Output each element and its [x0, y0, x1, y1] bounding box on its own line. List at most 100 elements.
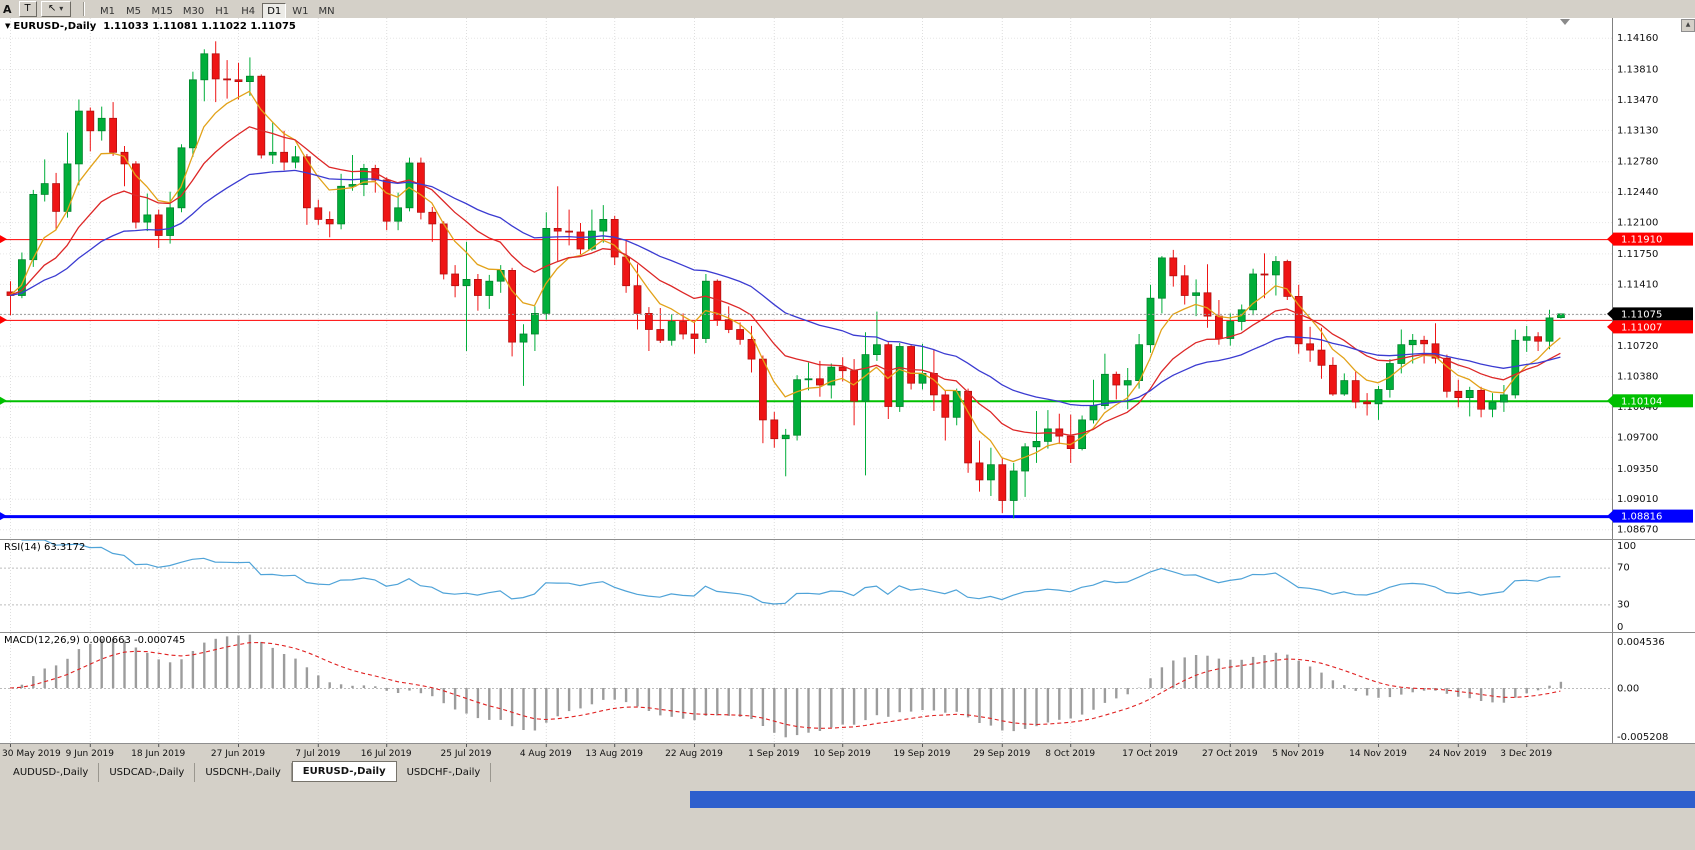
chevron-down-icon: ▾: [59, 4, 64, 13]
date-label: 10 Sep 2019: [814, 749, 871, 759]
candlestick-series: [6, 41, 1565, 519]
svg-text:1.12780: 1.12780: [1617, 157, 1658, 168]
symbol-tab-usdchf-daily[interactable]: USDCHF-,Daily: [397, 763, 492, 782]
ma-slow-line: [9, 169, 1561, 407]
time-axis-canvas[interactable]: 30 May 2019 9 Jun 2019 18 Jun 2019 27 Jun 2…: [0, 744, 1695, 760]
svg-text:1.11910: 1.11910: [1621, 235, 1662, 246]
panel-separator: [0, 743, 1695, 744]
svg-text:1.13130: 1.13130: [1617, 125, 1658, 136]
svg-text:0: 0: [1617, 622, 1623, 632]
toolbar-label-a: A: [3, 2, 12, 16]
text-tool-button[interactable]: T: [18, 1, 37, 17]
ma-fast-line: [9, 90, 1561, 463]
svg-text:1.13810: 1.13810: [1617, 65, 1658, 76]
svg-text:1.11410: 1.11410: [1617, 279, 1658, 290]
date-label: 22 Aug 2019: [665, 749, 723, 759]
svg-text:1.09010: 1.09010: [1617, 494, 1658, 505]
macd-title: MACD(12,26,9) 0.000663 -0.000745: [4, 635, 186, 646]
rsi-line: [21, 540, 1561, 605]
scale-scroll-up-button[interactable]: ▲: [1681, 19, 1695, 32]
svg-text:1.08816: 1.08816: [1621, 512, 1662, 523]
symbol-tab-usdcnh-daily[interactable]: USDCNH-,Daily: [195, 763, 292, 782]
chart-tab-bar: AUDUSD-,Daily USDCAD-,Daily USDCNH-,Daily E…: [0, 761, 1695, 782]
macd-canvas: 0.004536 0.00 -0.005208: [0, 633, 1695, 743]
svg-text:1.09700: 1.09700: [1617, 432, 1658, 443]
chart-symbol-label: EURUSD-,Daily: [13, 21, 97, 32]
cursor-icon: ↖: [47, 3, 57, 14]
date-label: 29 Sep 2019: [973, 749, 1030, 759]
svg-text:0.00: 0.00: [1617, 684, 1639, 695]
date-label: 17 Oct 2019: [1122, 749, 1178, 759]
svg-text:1.12440: 1.12440: [1617, 187, 1658, 198]
timeframe-button-w1[interactable]: W1: [288, 3, 312, 19]
date-label: 9 Jun 2019: [66, 749, 115, 759]
date-label: 24 Nov 2019: [1429, 749, 1487, 759]
timeframe-button-h1[interactable]: H1: [210, 3, 234, 19]
timeframe-toolbar: M1 M5 M15 M30 H1 H4 D1 W1 MN: [95, 0, 340, 20]
date-label: 7 Jul 2019: [295, 749, 340, 759]
ma-mid-line: [9, 126, 1561, 436]
svg-text:100: 100: [1617, 541, 1636, 552]
panel-separator[interactable]: [0, 632, 1695, 633]
date-label: 27 Jun 2019: [211, 749, 265, 759]
price-label-1.11910: [1613, 232, 1693, 246]
date-label: 8 Oct 2019: [1045, 749, 1095, 759]
svg-text:1.12100: 1.12100: [1617, 218, 1658, 229]
rsi-indicator-panel[interactable]: RSI(14) 63.3172 100 70 30 0: [0, 540, 1695, 632]
svg-text:1.10720: 1.10720: [1617, 341, 1658, 352]
chart-ohlc-values: 1.11033 1.11081 1.11022 1.11075: [103, 21, 296, 32]
svg-text:-0.005208: -0.005208: [1617, 732, 1668, 743]
svg-text:1.14160: 1.14160: [1617, 33, 1658, 44]
taskbar-strip: [690, 791, 1695, 808]
rsi-title: RSI(14) 63.3172: [4, 542, 86, 553]
timeframe-button-d1[interactable]: D1: [262, 3, 287, 20]
chart-window: ▼ EURUSD-,Daily 1.11033 1.11081 1.11022 1.…: [0, 18, 1695, 760]
symbol-tab-usdcad-daily[interactable]: USDCAD-,Daily: [99, 763, 196, 782]
collapse-triangle-icon[interactable]: ▼: [5, 22, 11, 30]
date-label: 18 Jun 2019: [131, 749, 185, 759]
svg-text:30: 30: [1617, 599, 1630, 610]
svg-text:1.13470: 1.13470: [1617, 95, 1658, 106]
date-label: 30 May 2019: [2, 749, 61, 759]
timeframe-button-m1[interactable]: M1: [96, 3, 120, 19]
svg-text:1.11750: 1.11750: [1617, 249, 1658, 260]
svg-text:1.08670: 1.08670: [1617, 525, 1658, 536]
date-label: 4 Aug 2019: [520, 749, 572, 759]
macd-histogram: [20, 634, 1563, 738]
timeframe-button-mn[interactable]: MN: [314, 3, 338, 19]
svg-text:0.004536: 0.004536: [1617, 637, 1665, 648]
svg-text:1.09350: 1.09350: [1617, 464, 1658, 475]
svg-text:1.11007: 1.11007: [1621, 322, 1662, 333]
svg-text:70: 70: [1617, 563, 1630, 574]
price-label-1.11007: [1613, 320, 1693, 334]
price-chart-canvas: 1.14160 1.13810 1.13470 1.13130 1.12780 1.124…: [0, 18, 1695, 539]
price-chart-panel[interactable]: ▼ EURUSD-,Daily 1.11033 1.11081 1.11022 1.…: [0, 18, 1695, 539]
timeframe-button-m5[interactable]: M5: [122, 3, 146, 19]
svg-text:1.10040: 1.10040: [1617, 402, 1658, 413]
macd-signal-line: [9, 641, 1561, 729]
svg-text:1.10380: 1.10380: [1617, 372, 1658, 383]
price-label-1.08816: [1613, 509, 1693, 523]
timeframe-button-m15[interactable]: M15: [148, 3, 177, 19]
price-label-1.10104: [1613, 394, 1693, 408]
rsi-canvas: 100 70 30 0: [0, 540, 1695, 632]
svg-text:1.11075: 1.11075: [1621, 309, 1662, 320]
date-label: 27 Oct 2019: [1202, 749, 1258, 759]
time-axis[interactable]: 30 May 2019 9 Jun 2019 18 Jun 2019 27 Jun 2…: [0, 744, 1695, 760]
chart-title: ▼ EURUSD-,Daily 1.11033 1.11081 1.11022 1.…: [5, 21, 296, 32]
macd-indicator-panel[interactable]: MACD(12,26,9) 0.000663 -0.000745 0.00453…: [0, 633, 1695, 743]
price-label-1.11075: [1613, 307, 1693, 321]
svg-text:1.10104: 1.10104: [1621, 396, 1662, 407]
chart-shift-marker[interactable]: [1560, 19, 1570, 25]
date-label: 25 Jul 2019: [441, 749, 492, 759]
symbol-tab-eurusd-daily[interactable]: EURUSD-,Daily: [291, 761, 397, 782]
date-label: 14 Nov 2019: [1349, 749, 1407, 759]
cursor-tool-dropdown[interactable]: ↖ ▾: [40, 1, 71, 17]
timeframe-button-m30[interactable]: M30: [179, 3, 208, 19]
date-label: 3 Dec 2019: [1500, 749, 1552, 759]
date-label: 19 Sep 2019: [893, 749, 950, 759]
panel-separator[interactable]: [0, 539, 1695, 540]
timeframe-button-h4[interactable]: H4: [236, 3, 260, 19]
symbol-tab-audusd-daily[interactable]: AUDUSD-,Daily: [3, 763, 100, 782]
date-label: 1 Sep 2019: [748, 749, 800, 759]
